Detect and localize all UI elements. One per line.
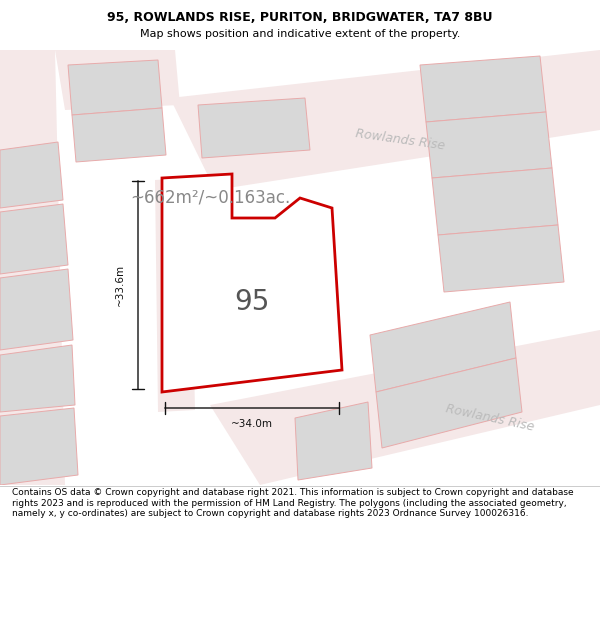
Polygon shape — [72, 108, 166, 162]
Polygon shape — [295, 402, 372, 480]
Polygon shape — [55, 50, 180, 110]
Text: Map shows position and indicative extent of the property.: Map shows position and indicative extent… — [140, 29, 460, 39]
Polygon shape — [68, 60, 162, 115]
Polygon shape — [155, 178, 195, 412]
Polygon shape — [0, 204, 68, 274]
Polygon shape — [0, 345, 75, 412]
Text: ~34.0m: ~34.0m — [231, 419, 273, 429]
Text: ~33.6m: ~33.6m — [115, 264, 125, 306]
Polygon shape — [376, 358, 522, 448]
Polygon shape — [170, 50, 600, 190]
Text: 95: 95 — [235, 288, 269, 316]
Text: 95, ROWLANDS RISE, PURITON, BRIDGWATER, TA7 8BU: 95, ROWLANDS RISE, PURITON, BRIDGWATER, … — [107, 11, 493, 24]
Polygon shape — [0, 269, 73, 350]
Polygon shape — [420, 56, 546, 122]
Polygon shape — [0, 408, 78, 485]
Polygon shape — [198, 98, 310, 158]
Text: ~662m²/~0.163ac.: ~662m²/~0.163ac. — [130, 189, 290, 207]
Text: Contains OS data © Crown copyright and database right 2021. This information is : Contains OS data © Crown copyright and d… — [12, 488, 574, 518]
Polygon shape — [426, 112, 552, 178]
Polygon shape — [438, 225, 564, 292]
Polygon shape — [210, 330, 600, 485]
Polygon shape — [432, 168, 558, 235]
Polygon shape — [0, 142, 63, 208]
Polygon shape — [162, 174, 342, 392]
Polygon shape — [0, 50, 65, 485]
Text: Rowlands Rise: Rowlands Rise — [355, 127, 446, 152]
Polygon shape — [370, 302, 516, 392]
Text: Rowlands Rise: Rowlands Rise — [445, 402, 535, 434]
